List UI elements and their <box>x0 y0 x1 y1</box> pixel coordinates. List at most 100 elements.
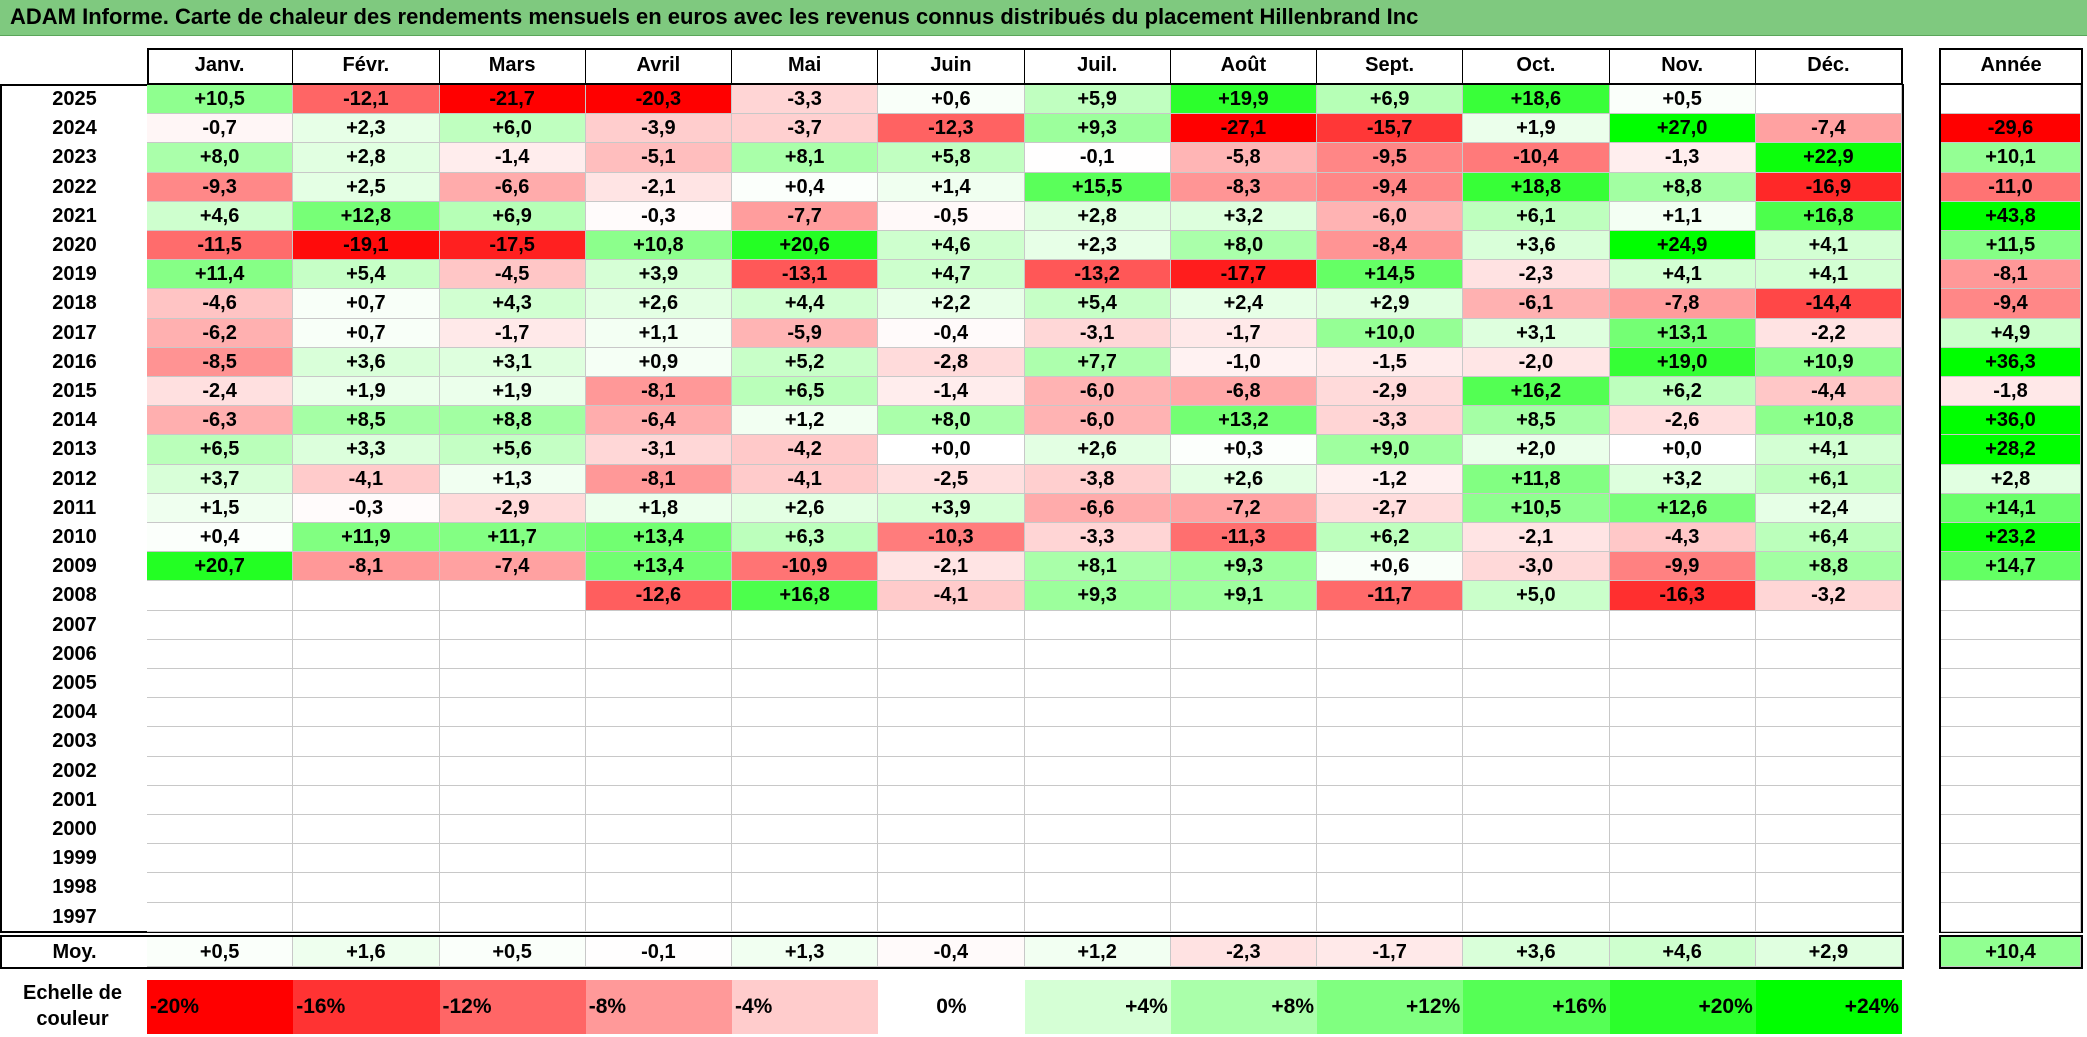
year-label: 2011 <box>52 496 97 519</box>
heatmap-cell: -6,0 <box>1024 377 1171 407</box>
heatmap-cell: -2,7 <box>1317 493 1464 523</box>
year-label: 2004 <box>52 701 97 724</box>
heatmap-cell <box>1170 815 1317 845</box>
heatmap-cell <box>732 785 879 815</box>
heatmap-cell: -10,9 <box>732 552 879 582</box>
heatmap-cell <box>1463 727 1610 757</box>
heatmap-cell <box>1463 815 1610 845</box>
annual-cell: +14,7 <box>1941 552 2081 582</box>
heatmap-cell: +6,1 <box>1755 464 1902 494</box>
heatmap-cell <box>732 610 879 640</box>
heatmap-cell: -0,7 <box>147 114 294 144</box>
heatmap-cell <box>293 610 440 640</box>
heatmap-cell: +4,1 <box>1609 260 1756 290</box>
heatmap-cell <box>878 873 1025 903</box>
heatmap-cell: -9,3 <box>147 172 294 202</box>
heatmap-cell: -14,4 <box>1755 289 1902 319</box>
heatmap-cell: -3,1 <box>1024 318 1171 348</box>
heatmap-cell <box>878 815 1025 845</box>
heatmap-cell: +2,8 <box>1024 201 1171 231</box>
heatmap-cell: +0,6 <box>878 85 1025 115</box>
annual-cell: +36,3 <box>1941 347 2081 377</box>
heatmap-cell: +6,5 <box>147 435 294 465</box>
heatmap-cell: +19,0 <box>1609 347 1756 377</box>
heatmap-cell: +13,2 <box>1170 406 1317 436</box>
heatmap-cell <box>878 756 1025 786</box>
heatmap-cell: +0,0 <box>878 435 1025 465</box>
annual-cell: +23,2 <box>1941 523 2081 553</box>
year-label: 2003 <box>52 730 97 753</box>
heatmap-cell: +6,1 <box>1463 201 1610 231</box>
heatmap-cell: -4,1 <box>293 464 440 494</box>
heatmap-cell: +0,5 <box>1609 85 1756 115</box>
heatmap-cell <box>439 639 586 669</box>
grid-frame <box>0 84 1904 933</box>
heatmap-cell: -3,1 <box>585 435 732 465</box>
heatmap-cell: -3,3 <box>732 85 879 115</box>
month-header: Déc. <box>1756 48 1902 84</box>
heatmap-cell <box>1024 698 1171 728</box>
heatmap-cell: -1,7 <box>439 318 586 348</box>
heatmap-cell <box>293 669 440 699</box>
heatmap-cell <box>878 785 1025 815</box>
year-label: 2008 <box>52 584 97 607</box>
annual-cell: +11,5 <box>1941 231 2081 261</box>
heatmap-cell: +3,6 <box>293 347 440 377</box>
heatmap-cell: +13,4 <box>585 523 732 553</box>
heatmap-cell <box>439 698 586 728</box>
heatmap-cell <box>293 902 440 932</box>
heatmap-cell: -7,7 <box>732 201 879 231</box>
heatmap-cell: +6,2 <box>1317 523 1464 553</box>
heatmap-cell: +6,5 <box>732 377 879 407</box>
color-scale-stop: 0% <box>878 980 1025 1034</box>
heatmap-cell <box>732 639 879 669</box>
heatmap-cell <box>585 610 732 640</box>
color-scale-stop: -8% <box>585 980 732 1034</box>
year-label: 2016 <box>52 350 97 373</box>
heatmap-cell <box>439 815 586 845</box>
heatmap-cell: -6,3 <box>147 406 294 436</box>
heatmap-cell: -0,3 <box>585 201 732 231</box>
heatmap-cell: +1,4 <box>878 172 1025 202</box>
heatmap-cell: -2,5 <box>878 464 1025 494</box>
heatmap-cell: +5,9 <box>1024 85 1171 115</box>
heatmap-cell <box>147 727 294 757</box>
heatmap-cell <box>293 639 440 669</box>
annual-cell <box>1941 581 2081 611</box>
heatmap-cell: -27,1 <box>1170 114 1317 144</box>
year-label: 2013 <box>52 438 97 461</box>
heatmap-cell <box>1755 873 1902 903</box>
heatmap-cell <box>1170 610 1317 640</box>
heatmap-cell <box>293 756 440 786</box>
heatmap-cell: -2,0 <box>1463 347 1610 377</box>
heatmap-cell: +5,4 <box>293 260 440 290</box>
heatmap-cell: +2,5 <box>293 172 440 202</box>
year-label: 2009 <box>52 555 97 578</box>
annual-cell: +10,1 <box>1941 143 2081 173</box>
heatmap-cell <box>1755 727 1902 757</box>
heatmap-cell <box>585 902 732 932</box>
year-label: 2012 <box>52 467 97 490</box>
heatmap-cell: -17,5 <box>439 231 586 261</box>
heatmap-cell: +3,2 <box>1609 464 1756 494</box>
heatmap-cell: -20,3 <box>585 85 732 115</box>
heatmap-cell <box>1463 698 1610 728</box>
heatmap-cell: +5,2 <box>732 347 879 377</box>
year-label: 2007 <box>52 613 97 636</box>
annual-cell: -1,8 <box>1941 377 2081 407</box>
heatmap-cell: +2,6 <box>1024 435 1171 465</box>
heatmap-cell: -3,2 <box>1755 581 1902 611</box>
heatmap-cell: -7,8 <box>1609 289 1756 319</box>
heatmap-cell: +7,7 <box>1024 347 1171 377</box>
heatmap-cell: +2,4 <box>1755 493 1902 523</box>
heatmap-cell: +18,8 <box>1463 172 1610 202</box>
heatmap-cell <box>1317 669 1464 699</box>
annual-cell <box>1941 844 2081 874</box>
year-label: 1998 <box>52 876 97 899</box>
annual-cell <box>1941 85 2081 115</box>
heatmap-cell: +20,7 <box>147 552 294 582</box>
year-label: 2025 <box>52 88 97 110</box>
heatmap-cell <box>439 902 586 932</box>
heatmap-cell <box>1317 727 1464 757</box>
heatmap-cell: -1,3 <box>1609 143 1756 173</box>
